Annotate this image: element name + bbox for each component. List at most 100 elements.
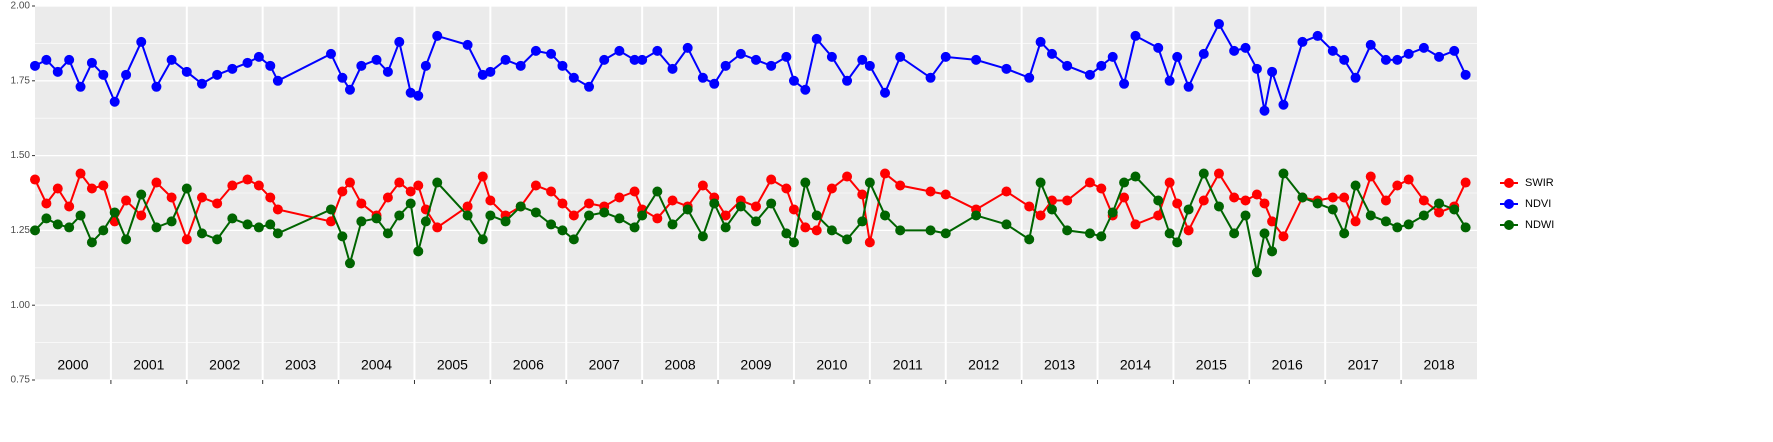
data-point [629,222,640,233]
data-point [1449,204,1460,215]
x-tick-label: 2008 [665,357,696,373]
data-point [166,54,177,65]
data-point [682,204,693,215]
data-point [265,192,276,203]
data-point [1153,42,1164,53]
data-point [462,201,473,212]
x-tick-label: 2015 [1196,357,1227,373]
data-point [420,216,431,227]
data-point [1392,54,1403,65]
data-point [584,81,595,92]
data-point [1096,60,1107,71]
legend-marker [1504,178,1514,188]
data-point [709,198,720,209]
data-point [895,225,906,236]
data-point [242,174,253,185]
data-point [1434,51,1445,62]
data-point [1380,195,1391,206]
data-point [98,180,109,191]
data-point [735,201,746,212]
data-point [121,69,132,80]
data-point [1365,39,1376,50]
data-point [1259,105,1270,116]
data-point [325,216,336,227]
data-point [1024,201,1035,212]
data-point [75,81,86,92]
data-point [1213,201,1224,212]
data-point [637,54,648,65]
data-point [530,45,541,56]
data-point [272,75,283,86]
data-point [697,72,708,83]
data-point [1084,69,1095,80]
data-point [880,87,891,98]
data-point [151,222,162,233]
data-point [356,198,367,209]
y-tick-label: 1.25 [11,225,31,236]
data-point [864,177,875,188]
data-point [227,63,238,74]
data-point [1297,192,1308,203]
data-point [121,195,132,206]
data-point [1164,75,1175,86]
data-point [1392,180,1403,191]
data-point [64,222,75,233]
data-point [1164,228,1175,239]
data-point [1380,54,1391,65]
data-point [697,231,708,242]
data-point [826,51,837,62]
data-point [800,177,811,188]
data-point [709,78,720,89]
data-point [325,48,336,59]
data-point [109,96,120,107]
data-point [568,234,579,245]
data-point [1130,30,1141,41]
data-point [515,201,526,212]
data-point [800,222,811,233]
data-point [751,201,761,212]
data-point [1035,210,1046,221]
data-point [1183,81,1194,92]
data-point [1062,195,1073,206]
data-point [212,69,223,80]
data-point [462,39,473,50]
data-point [151,177,162,188]
data-point [253,180,264,191]
data-point [652,45,663,56]
data-point [181,66,192,77]
data-point [1297,36,1308,47]
data-point [136,210,147,221]
data-point [1418,42,1429,53]
data-point [52,66,63,77]
data-point [800,84,811,95]
data-point [1392,222,1403,233]
data-point [1365,210,1376,221]
data-point [432,222,443,233]
data-point [614,45,625,56]
data-point [344,177,355,188]
data-point [272,204,283,215]
data-point [432,177,443,188]
data-point [405,198,416,209]
data-point [1240,42,1251,53]
data-point [1001,63,1012,74]
data-point [1153,210,1164,221]
data-point [940,189,951,200]
data-point [1339,54,1350,65]
data-point [1251,189,1262,200]
legend-label: NDWI [1525,219,1554,231]
data-point [781,228,792,239]
data-point [196,192,207,203]
data-point [1096,231,1107,242]
data-point [568,210,579,221]
data-point [41,198,52,209]
data-point [788,75,799,86]
data-point [1251,63,1262,74]
data-point [1365,171,1376,182]
data-point [1046,204,1057,215]
data-point [940,51,951,62]
data-point [1084,177,1095,188]
data-point [614,213,625,224]
data-point [599,54,610,65]
